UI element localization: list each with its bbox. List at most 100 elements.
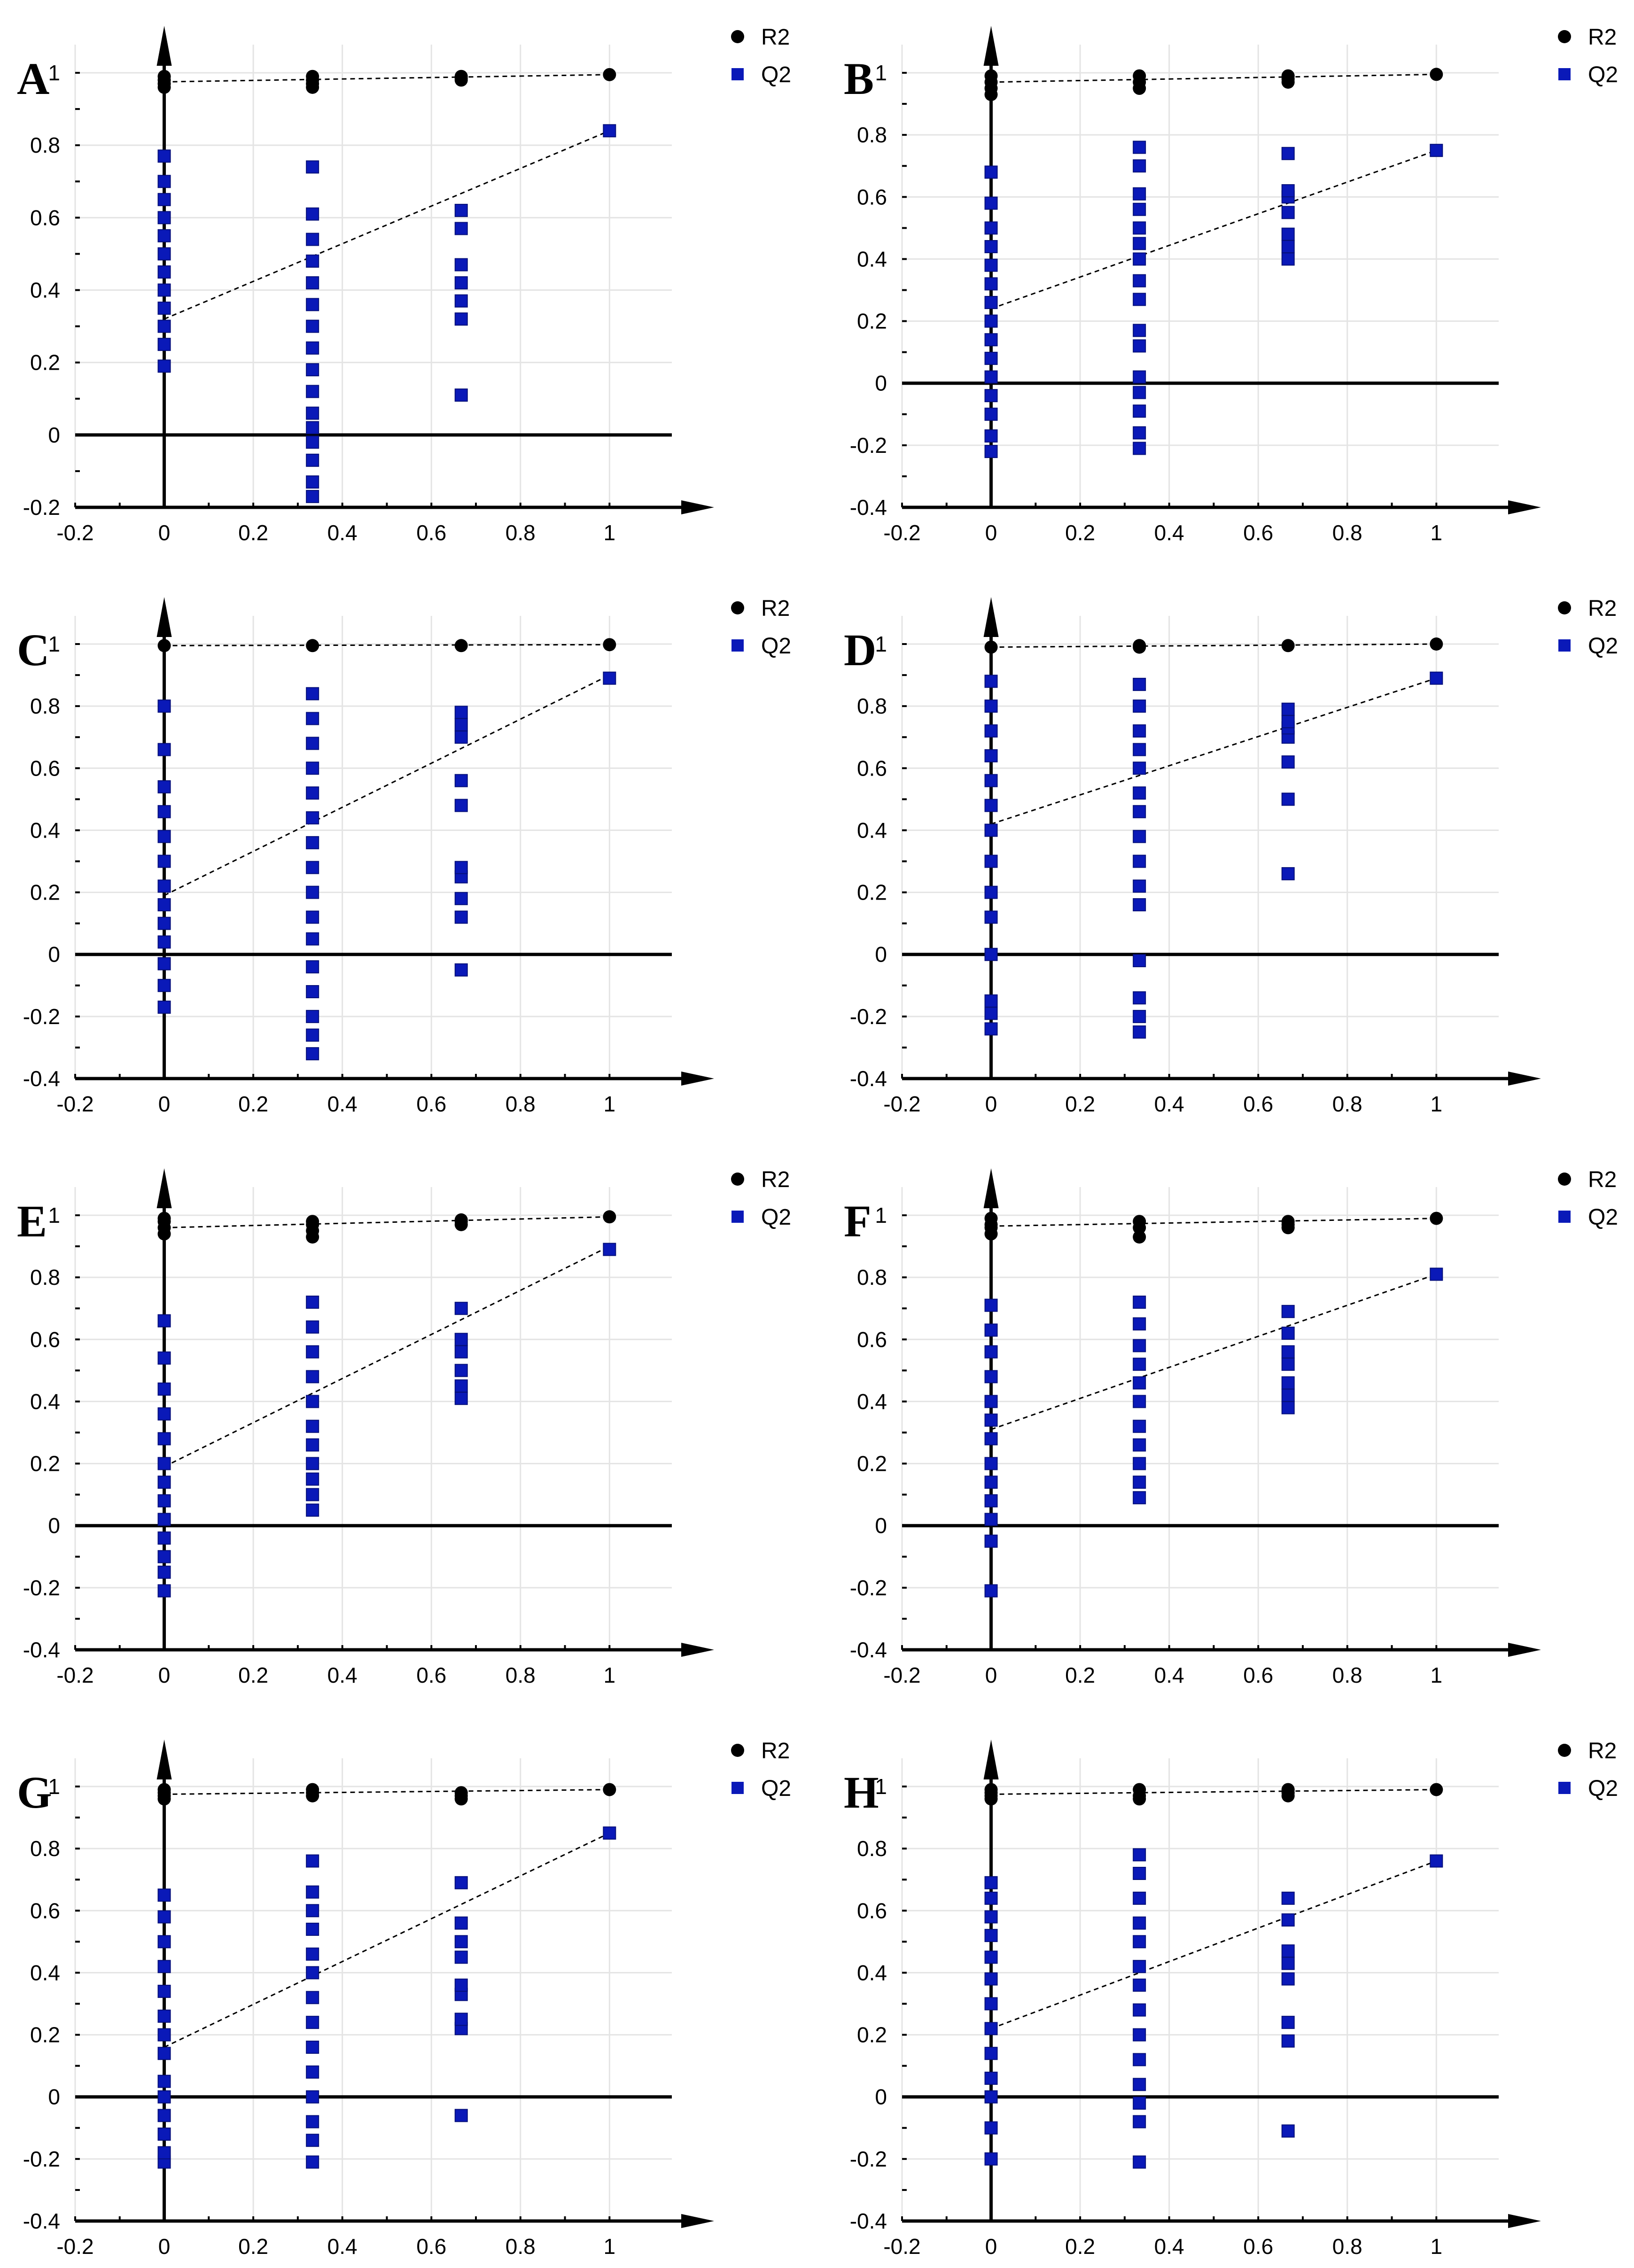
y-tick-label: 1 <box>48 632 60 656</box>
point-r2 <box>603 638 616 652</box>
point-q2 <box>306 421 319 435</box>
point-r2 <box>1281 1215 1295 1228</box>
legend-marker-q2 <box>731 68 744 80</box>
panel-letter: F <box>844 1196 871 1246</box>
point-q2 <box>984 2090 998 2104</box>
point-q2 <box>306 2155 319 2169</box>
point-q2 <box>984 1476 998 1489</box>
legend-marker-r2 <box>1558 601 1571 614</box>
point-r2 <box>1281 69 1295 83</box>
y-tick-label: 0.4 <box>857 1389 887 1414</box>
point-q2 <box>984 823 998 837</box>
point-q2 <box>157 175 171 188</box>
point-q2 <box>1133 830 1146 843</box>
point-q2 <box>157 979 171 992</box>
point-r2 <box>1430 1212 1443 1225</box>
legend-marker-r2 <box>731 30 744 43</box>
point-q2 <box>984 240 998 253</box>
point-q2 <box>984 799 998 812</box>
legend-marker-q2 <box>731 1782 744 1794</box>
point-r2 <box>1430 637 1443 651</box>
point-q2 <box>1281 755 1295 769</box>
point-q2 <box>984 994 998 1008</box>
point-q2 <box>984 675 998 688</box>
point-q2 <box>1133 1317 1146 1331</box>
y-tick-label: 0.2 <box>857 880 887 905</box>
point-q2 <box>157 1584 171 1598</box>
point-r2 <box>157 70 171 83</box>
x-tick-label: 0.6 <box>416 2234 446 2259</box>
point-q2 <box>1133 898 1146 911</box>
y-tick-label: 0 <box>48 2085 60 2109</box>
point-q2 <box>1281 702 1295 716</box>
point-q2 <box>454 910 468 924</box>
point-q2 <box>1281 792 1295 806</box>
point-q2 <box>984 1997 998 2011</box>
point-q2 <box>157 2146 171 2159</box>
point-q2 <box>454 1364 468 1377</box>
point-q2 <box>157 1985 171 1998</box>
point-q2 <box>984 774 998 787</box>
point-q2 <box>984 910 998 924</box>
panel-g: -0.4-0.200.20.40.60.81-0.2 0 0.2 0.4 0.6 0.8 1… <box>17 1739 791 2259</box>
y-tick-label: 0.8 <box>857 1836 887 1861</box>
point-q2 <box>157 2047 171 2060</box>
panel-d: -0.4-0.200.20.40.60.81-0.2 0 0.2 0.4 0.6 0.8 1… <box>844 596 1618 1116</box>
x-tick-label: 1 <box>1431 520 1443 545</box>
point-q2 <box>454 2012 468 2026</box>
point-q2 <box>984 351 998 365</box>
point-q2 <box>157 699 171 713</box>
legend-label-r2: R2 <box>1588 25 1617 50</box>
point-q2 <box>306 406 319 420</box>
point-r2 <box>1133 1215 1146 1228</box>
legend-label-q2: Q2 <box>761 1205 791 1230</box>
y-tick-label: 1 <box>875 61 887 85</box>
x-tick-label: 0.8 <box>506 1663 536 1687</box>
point-q2 <box>1281 1972 1295 1986</box>
point-q2 <box>1133 1376 1146 1390</box>
point-q2 <box>454 1935 468 1949</box>
y-axis-arrow <box>156 26 172 66</box>
point-q2 <box>306 385 319 398</box>
point-q2 <box>984 221 998 235</box>
point-q2 <box>306 435 319 449</box>
x-tick-label: -0.2 <box>56 520 93 545</box>
point-q2 <box>1133 426 1146 440</box>
x-tick-label: 0.4 <box>1154 1663 1184 1687</box>
panel-letter: D <box>844 625 876 675</box>
legend-label-q2: Q2 <box>1588 1776 1618 1801</box>
point-q2 <box>1133 2053 1146 2066</box>
point-q2 <box>157 1476 171 1489</box>
point-q2 <box>1133 1848 1146 1862</box>
x-tick-label: 0 <box>985 2234 997 2259</box>
point-q2 <box>454 730 468 744</box>
point-q2 <box>1133 854 1146 868</box>
point-q2 <box>157 211 171 225</box>
point-q2 <box>157 2128 171 2141</box>
point-q2 <box>454 774 468 787</box>
x-tick-label: 0.2 <box>238 520 268 545</box>
x-tick-label: 0.4 <box>1154 520 1184 545</box>
point-r2 <box>603 68 616 81</box>
point-q2 <box>1281 1913 1295 1927</box>
point-q2 <box>1281 147 1295 160</box>
point-q2 <box>1133 1935 1146 1949</box>
point-q2 <box>984 2022 998 2035</box>
point-q2 <box>984 948 998 961</box>
point-q2 <box>454 388 468 402</box>
x-tick-label: 0.8 <box>506 1092 536 1116</box>
x-tick-label: 0 <box>158 1092 171 1116</box>
point-q2 <box>1133 954 1146 967</box>
y-tick-label: -0.4 <box>23 1066 60 1091</box>
point-q2 <box>1133 339 1146 353</box>
point-q2 <box>157 879 171 893</box>
point-q2 <box>306 1503 319 1517</box>
point-q2 <box>984 165 998 179</box>
x-tick-label: 0.8 <box>1332 2234 1362 2259</box>
point-q2 <box>306 712 319 725</box>
panel-a: -0.200.20.40.60.81-0.2 0 0.2 0.4 0.6 0.8 1AR2Q… <box>17 25 791 545</box>
point-q2 <box>984 445 998 458</box>
x-tick-label: 0.8 <box>1332 1663 1362 1687</box>
point-q2 <box>306 1296 319 1309</box>
y-tick-label: 0.6 <box>30 756 60 780</box>
